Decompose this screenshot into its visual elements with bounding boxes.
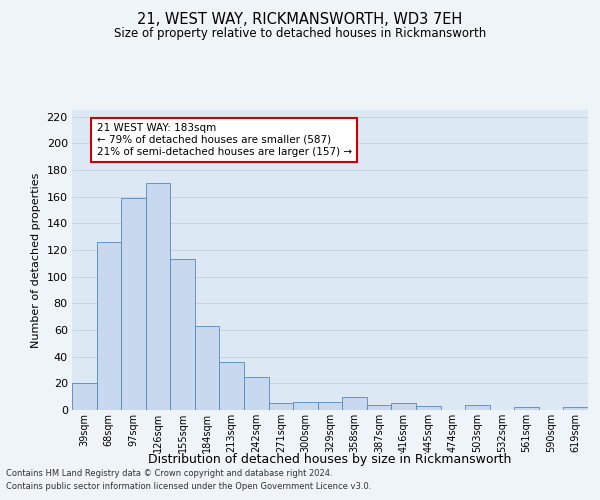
Text: 21 WEST WAY: 183sqm
← 79% of detached houses are smaller (587)
21% of semi-detac: 21 WEST WAY: 183sqm ← 79% of detached ho… [97, 124, 352, 156]
Bar [391, 404, 416, 410]
Bar [195, 326, 220, 410]
Bar [220, 362, 244, 410]
Text: 21, WEST WAY, RICKMANSWORTH, WD3 7EH: 21, WEST WAY, RICKMANSWORTH, WD3 7EH [137, 12, 463, 28]
Bar [170, 260, 195, 410]
Bar [318, 402, 342, 410]
Bar [416, 406, 440, 410]
Bar [72, 384, 97, 410]
Bar [465, 404, 490, 410]
Text: Contains public sector information licensed under the Open Government Licence v3: Contains public sector information licen… [6, 482, 371, 491]
Bar [146, 184, 170, 410]
Bar [293, 402, 318, 410]
Text: Contains HM Land Registry data © Crown copyright and database right 2024.: Contains HM Land Registry data © Crown c… [6, 468, 332, 477]
Bar [244, 376, 269, 410]
Bar [342, 396, 367, 410]
Bar [97, 242, 121, 410]
Bar [514, 408, 539, 410]
Bar [367, 404, 391, 410]
Bar [121, 198, 146, 410]
Y-axis label: Number of detached properties: Number of detached properties [31, 172, 41, 348]
Bar [269, 404, 293, 410]
Bar [563, 408, 588, 410]
Text: Distribution of detached houses by size in Rickmansworth: Distribution of detached houses by size … [148, 452, 512, 466]
Text: Size of property relative to detached houses in Rickmansworth: Size of property relative to detached ho… [114, 28, 486, 40]
